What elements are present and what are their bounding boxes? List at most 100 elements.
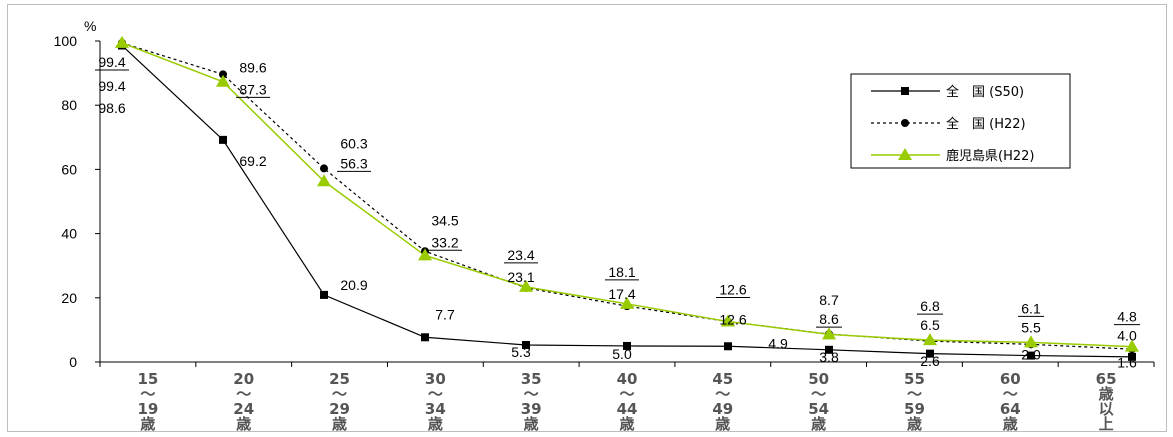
x-category-label: 歳 <box>907 415 922 433</box>
data-label: 20.9 <box>340 277 367 293</box>
data-label: 7.7 <box>435 306 455 322</box>
y-tick-label: 20 <box>61 290 77 306</box>
data-label: 5.0 <box>612 346 632 362</box>
chart-frame <box>7 4 1167 432</box>
point-marker <box>1024 335 1038 348</box>
point-marker <box>1125 339 1139 352</box>
data-label: 8.6 <box>819 311 839 327</box>
y-tick-label: 0 <box>69 354 77 370</box>
data-label: 5.5 <box>1021 319 1041 335</box>
x-category-label: 〜 <box>907 385 922 403</box>
x-category-label: 45 <box>712 370 733 388</box>
data-label: 6.5 <box>920 317 940 333</box>
data-label: 3.8 <box>819 349 839 365</box>
data-label: 23.1 <box>507 269 534 285</box>
data-label: 2.0 <box>1021 346 1041 362</box>
point-marker <box>216 74 230 87</box>
x-category-label: 44 <box>617 400 638 418</box>
x-category-label: 35 <box>521 370 542 388</box>
point-marker <box>926 349 934 358</box>
data-label: 8.7 <box>819 292 839 308</box>
y-unit-label: % <box>84 18 96 34</box>
data-label: 4.8 <box>1117 309 1137 325</box>
series-layer <box>115 35 1139 361</box>
x-category-label: 54 <box>808 400 829 418</box>
x-category-label: 60 <box>1000 370 1021 388</box>
x-category-label: 歳 <box>236 415 251 433</box>
data-labels: 99.4 99.4 98.6 89.6 87.3 69.2 60.3 56.3 20.9 34.5… <box>95 54 1140 371</box>
x-category-label: 歳 <box>524 415 539 433</box>
data-label: 6.8 <box>920 298 940 314</box>
x-category-label: 〜 <box>524 385 539 403</box>
axes: 020406080100%15〜19歳20〜24歳25〜29歳30〜34歳35〜… <box>54 18 1155 433</box>
data-label: 99.4 <box>98 54 125 70</box>
data-label: 87.3 <box>239 81 266 97</box>
point-marker <box>115 35 129 48</box>
x-category-label: 歳 <box>619 415 634 433</box>
data-label: 99.4 <box>98 78 125 94</box>
x-category-label: 49 <box>712 400 733 418</box>
point-marker <box>620 296 634 309</box>
y-tick-label: 60 <box>61 161 77 177</box>
x-category-label: 歳 <box>332 415 347 433</box>
legend: 全 国 (S50) 全 国 (H22) 鹿児島県(H22) <box>850 73 1071 169</box>
y-tick-label: 80 <box>61 97 77 113</box>
point-marker <box>1128 352 1136 361</box>
x-category-label: 34 <box>425 400 446 418</box>
x-category-label: 〜 <box>1003 385 1018 403</box>
x-category-label: 以 <box>1099 400 1114 418</box>
x-category-label: 29 <box>329 400 350 418</box>
point-marker <box>421 333 429 342</box>
point-marker <box>724 342 732 351</box>
point-marker <box>825 345 833 354</box>
y-tick-label: 100 <box>54 33 78 49</box>
x-category-label: 歳 <box>140 415 155 433</box>
x-category-label: 〜 <box>811 385 826 403</box>
data-label: 18.1 <box>608 264 635 280</box>
data-label: 34.5 <box>431 212 458 228</box>
x-category-label: 40 <box>617 370 638 388</box>
legend-marker <box>898 148 912 160</box>
x-category-label: 〜 <box>619 385 634 403</box>
point-marker <box>1027 351 1035 360</box>
data-label: 23.4 <box>507 247 534 263</box>
data-label: 12.6 <box>719 282 746 298</box>
x-category-label: 50 <box>808 370 829 388</box>
point-marker <box>522 340 530 349</box>
point-marker <box>418 248 432 261</box>
x-category-label: 59 <box>904 400 925 418</box>
y-tick-label: 40 <box>61 226 77 242</box>
x-category-label: 歳 <box>715 415 730 433</box>
data-label: 2.6 <box>920 353 940 369</box>
data-label: 89.6 <box>239 59 266 75</box>
x-category-label: 〜 <box>236 385 251 403</box>
x-category-label: 20 <box>233 370 254 388</box>
x-category-label: 64 <box>1000 400 1021 418</box>
point-marker <box>519 279 533 292</box>
data-label: 69.2 <box>239 153 266 169</box>
legend-marker <box>901 87 909 95</box>
data-label: 5.3 <box>511 344 531 360</box>
x-category-label: 25 <box>329 370 350 388</box>
point-marker <box>721 314 735 327</box>
data-label: 56.3 <box>340 155 367 171</box>
x-category-label: 55 <box>904 370 925 388</box>
point-marker <box>623 341 631 350</box>
data-label: 98.6 <box>98 100 125 116</box>
legend-box <box>850 73 1071 169</box>
legend-label: 鹿児島県(H22) <box>946 148 1034 164</box>
x-category-label: 歳 <box>1003 415 1018 433</box>
data-label: 4.0 <box>1117 328 1137 344</box>
x-category-label: 24 <box>233 400 254 418</box>
point-marker <box>923 333 937 346</box>
x-category-label: 〜 <box>332 385 347 403</box>
point-marker <box>317 174 331 187</box>
x-category-label: 19 <box>137 400 158 418</box>
point-marker <box>320 164 328 173</box>
x-category-label: 〜 <box>428 385 443 403</box>
x-category-label: 歳 <box>1099 385 1114 403</box>
legend-marker <box>901 119 909 127</box>
x-category-label: 上 <box>1099 415 1114 433</box>
point-marker <box>219 70 227 79</box>
